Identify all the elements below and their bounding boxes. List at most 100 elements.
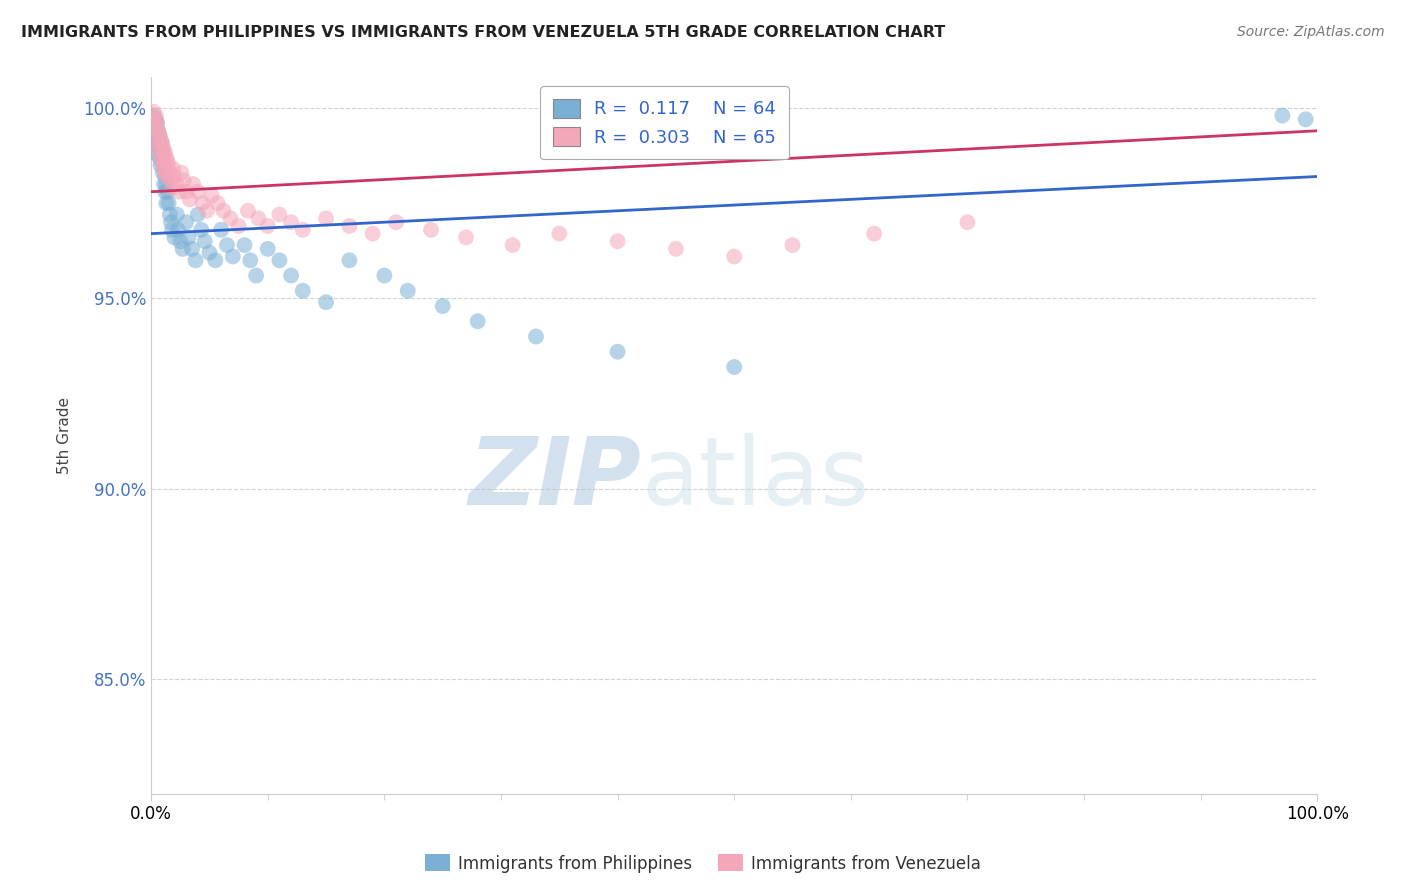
Point: [160, 215, 183, 229]
Point: [153, 166, 176, 180]
Point: [187, 208, 209, 222]
Point: [159, 166, 181, 180]
Text: ZIP: ZIP: [468, 433, 641, 524]
Point: [256, 219, 278, 233]
Point: [280, 268, 302, 283]
Point: [146, 146, 169, 161]
Point: [723, 359, 745, 374]
Legend: R =  0.117    N = 64, R =  0.303    N = 65: R = 0.117 N = 64, R = 0.303 N = 65: [540, 87, 789, 160]
Point: [239, 253, 262, 268]
Point: [269, 208, 291, 222]
Point: [155, 169, 177, 184]
Point: [149, 151, 172, 165]
Point: [150, 135, 173, 149]
Point: [148, 151, 170, 165]
Point: [146, 131, 169, 145]
Point: [155, 177, 177, 191]
Point: [195, 203, 218, 218]
Point: [524, 329, 547, 343]
Point: [233, 238, 256, 252]
Point: [396, 284, 419, 298]
Text: atlas: atlas: [641, 433, 869, 524]
Point: [155, 151, 177, 165]
Point: [146, 139, 169, 153]
Point: [143, 116, 166, 130]
Point: [191, 196, 214, 211]
Point: [145, 124, 167, 138]
Point: [145, 112, 167, 127]
Point: [152, 166, 174, 180]
Point: [361, 227, 384, 241]
Point: [181, 242, 204, 256]
Point: [152, 139, 174, 153]
Point: [142, 104, 165, 119]
Point: [172, 242, 194, 256]
Point: [143, 120, 166, 134]
Point: [219, 211, 242, 226]
Point: [339, 253, 361, 268]
Point: [174, 185, 197, 199]
Point: [146, 131, 169, 145]
Point: [502, 238, 524, 252]
Point: [280, 215, 302, 229]
Point: [145, 109, 167, 123]
Point: [269, 253, 291, 268]
Point: [339, 219, 361, 233]
Point: [150, 154, 173, 169]
Point: [160, 181, 183, 195]
Point: [177, 230, 200, 244]
Point: [173, 173, 195, 187]
Point: [291, 284, 314, 298]
Point: [606, 344, 628, 359]
Point: [153, 169, 176, 184]
Point: [315, 211, 337, 226]
Point: [160, 223, 183, 237]
Point: [148, 128, 170, 142]
Point: [153, 177, 176, 191]
Point: [153, 161, 176, 176]
Point: [222, 250, 245, 264]
Point: [212, 203, 235, 218]
Point: [432, 299, 454, 313]
Point: [181, 177, 204, 191]
Point: [782, 238, 804, 252]
Point: [373, 268, 395, 283]
Point: [157, 196, 180, 211]
Point: [148, 128, 170, 142]
Point: [228, 219, 250, 233]
Point: [548, 227, 571, 241]
Point: [166, 177, 188, 191]
Point: [201, 188, 224, 202]
Point: [170, 166, 193, 180]
Point: [150, 135, 173, 149]
Point: [167, 185, 190, 199]
Point: [149, 143, 172, 157]
Point: [153, 146, 176, 161]
Point: [163, 230, 186, 244]
Point: [155, 196, 177, 211]
Point: [723, 250, 745, 264]
Point: [247, 211, 270, 226]
Point: [167, 223, 190, 237]
Point: [142, 109, 165, 123]
Point: [174, 215, 197, 229]
Point: [146, 116, 169, 130]
Point: [1271, 109, 1294, 123]
Y-axis label: 5th Grade: 5th Grade: [58, 397, 72, 474]
Legend: Immigrants from Philippines, Immigrants from Venezuela: Immigrants from Philippines, Immigrants …: [419, 847, 987, 880]
Point: [153, 143, 176, 157]
Point: [160, 173, 183, 187]
Point: [146, 116, 169, 130]
Point: [166, 208, 188, 222]
Point: [152, 158, 174, 172]
Point: [187, 185, 209, 199]
Point: [143, 128, 166, 142]
Point: [291, 223, 314, 237]
Point: [190, 223, 212, 237]
Point: [149, 158, 172, 172]
Point: [157, 158, 180, 172]
Point: [467, 314, 489, 328]
Point: [152, 146, 174, 161]
Point: [420, 223, 443, 237]
Point: [385, 215, 408, 229]
